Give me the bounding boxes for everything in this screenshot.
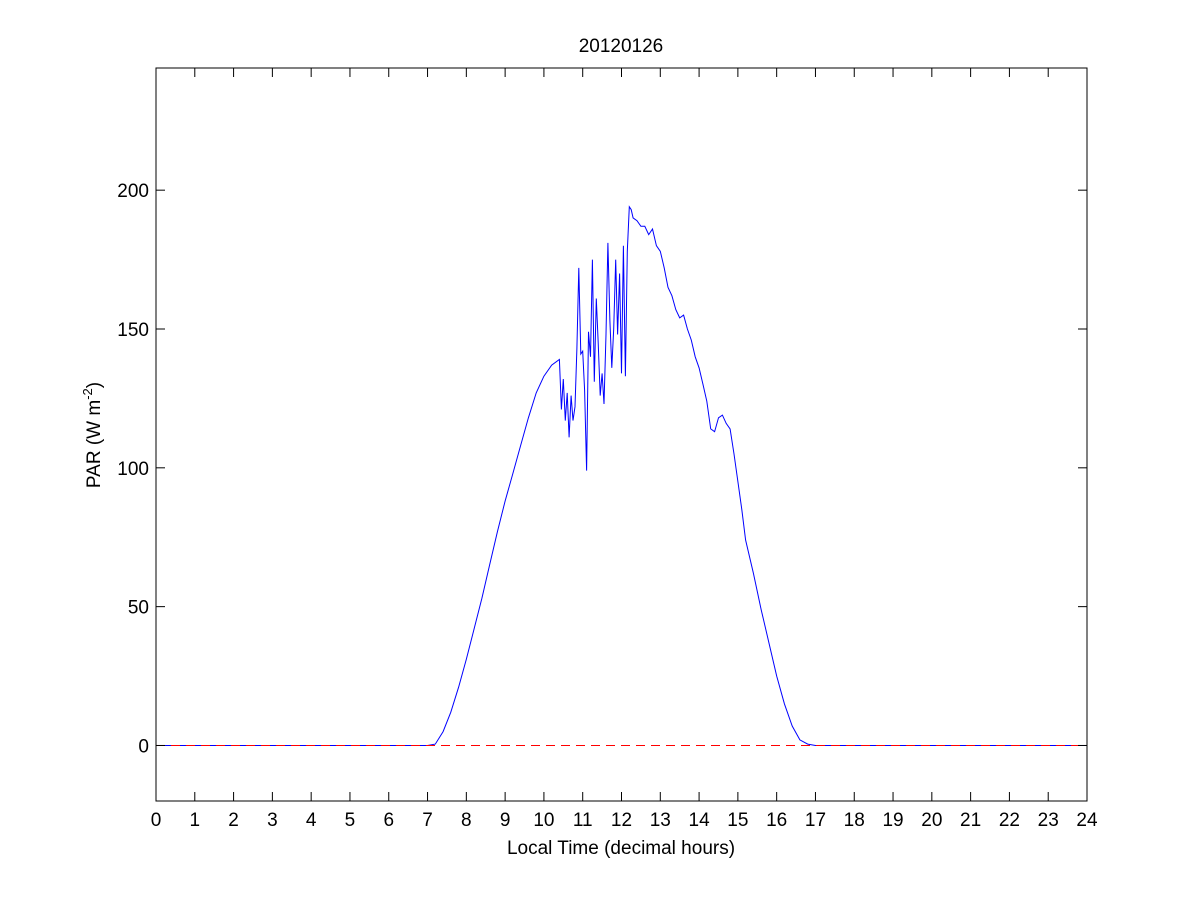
y-tick-label: 150 (117, 320, 149, 341)
x-tick-label: 5 (345, 810, 356, 831)
y-axis: 0 50 100 150 200 (117, 181, 1087, 757)
y-axis-label-superscript: -2 (80, 388, 95, 400)
par-series-line (156, 205, 1087, 746)
x-tick-label: 2 (228, 810, 239, 831)
x-tick-label: 12 (611, 810, 632, 831)
y-axis-label-main: PAR (W m (84, 400, 105, 488)
y-axis-label-close: ) (84, 382, 105, 388)
x-tick-label: 22 (999, 810, 1020, 831)
x-tick-label: 24 (1076, 810, 1098, 831)
x-tick-label: 8 (461, 810, 472, 831)
x-axis: 0 1 2 3 4 5 6 7 8 9 10 11 12 13 14 15 16 17 18 19 20 21 22 23 24 (151, 68, 1098, 831)
x-tick-label: 23 (1038, 810, 1059, 831)
y-tick-label: 0 (138, 736, 149, 757)
x-tick-label: 17 (805, 810, 826, 831)
chart-title: 20120126 (579, 36, 664, 57)
x-tick-label: 1 (190, 810, 201, 831)
y-tick-label: 50 (128, 598, 149, 619)
x-tick-label: 7 (422, 810, 433, 831)
plot-area (156, 205, 1087, 746)
x-tick-label: 16 (766, 810, 787, 831)
x-tick-label: 15 (727, 810, 748, 831)
x-tick-label: 9 (500, 810, 511, 831)
x-tick-label: 19 (882, 810, 903, 831)
x-tick-label: 0 (151, 810, 162, 831)
x-tick-label: 4 (306, 810, 317, 831)
x-tick-label: 20 (921, 810, 942, 831)
x-tick-label: 6 (383, 810, 394, 831)
y-tick-label: 100 (117, 459, 149, 480)
y-tick-label: 200 (117, 181, 149, 202)
x-tick-label: 21 (960, 810, 981, 831)
x-tick-label: 13 (650, 810, 671, 831)
x-tick-label: 18 (844, 810, 865, 831)
x-tick-label: 10 (533, 810, 554, 831)
x-tick-label: 3 (267, 810, 278, 831)
x-axis-label: Local Time (decimal hours) (507, 838, 735, 859)
x-tick-label: 11 (573, 810, 593, 831)
y-axis-label: PAR (W m-2) (80, 382, 105, 488)
x-tick-label: 14 (689, 810, 711, 831)
